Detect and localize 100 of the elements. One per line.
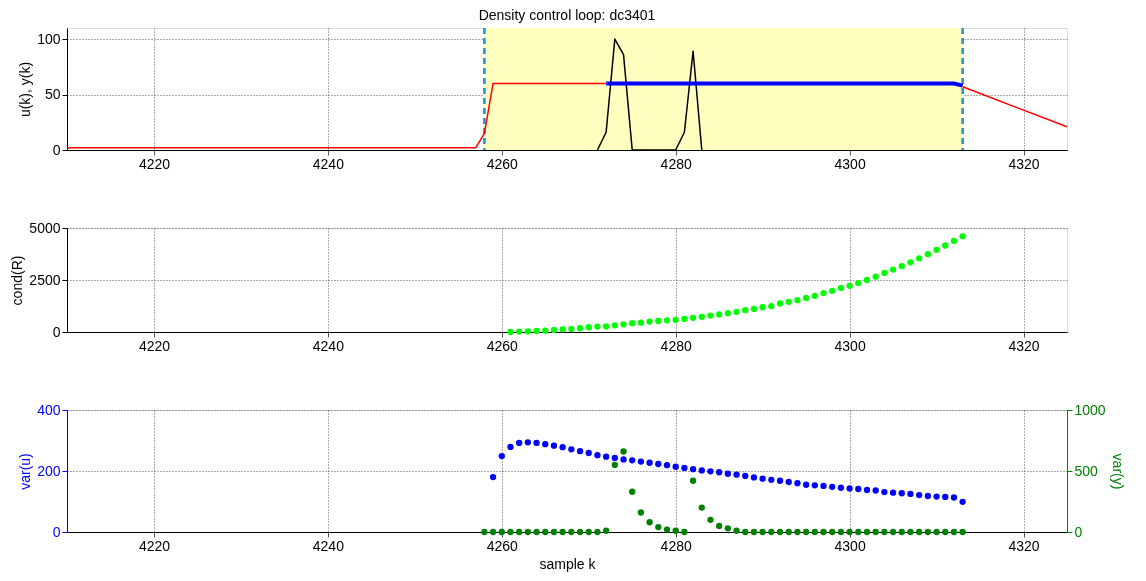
point — [916, 491, 923, 499]
point — [733, 471, 740, 478]
point — [507, 328, 514, 336]
point — [942, 493, 949, 501]
point — [550, 442, 558, 449]
x-tick-label: 4300 — [834, 337, 866, 354]
point — [576, 528, 584, 536]
point — [689, 466, 697, 473]
y-tick-label: 0 — [52, 141, 61, 158]
point — [655, 460, 662, 468]
point — [698, 313, 705, 320]
point — [855, 528, 862, 536]
point — [811, 292, 818, 299]
point — [681, 315, 688, 323]
point — [820, 289, 827, 297]
point — [689, 314, 697, 322]
point — [916, 528, 923, 536]
x-tick-label: 4240 — [312, 155, 345, 172]
x-tick-label: 4300 — [834, 537, 866, 554]
point — [516, 328, 523, 335]
x-tick-label: 4220 — [138, 537, 171, 554]
point — [585, 449, 592, 457]
point — [785, 478, 792, 486]
y2-tick-label: 0 — [1074, 523, 1083, 540]
point — [794, 480, 801, 487]
x-tick-label: 4240 — [312, 537, 345, 554]
point — [959, 498, 966, 505]
y-tick-label: 0 — [52, 323, 61, 340]
point — [707, 516, 714, 523]
point — [663, 526, 671, 533]
point — [863, 486, 871, 494]
point — [516, 439, 523, 447]
point — [776, 477, 784, 484]
point — [724, 310, 732, 317]
point — [759, 304, 766, 311]
point — [924, 492, 932, 500]
point — [733, 527, 740, 534]
point — [594, 528, 601, 536]
point — [611, 461, 618, 469]
point — [889, 528, 897, 536]
point — [907, 490, 914, 498]
point — [802, 294, 810, 302]
point — [872, 528, 879, 536]
point — [855, 485, 862, 493]
point — [933, 528, 940, 536]
x-tick-label: 4300 — [834, 155, 866, 172]
point — [698, 467, 705, 474]
point — [481, 528, 488, 536]
point — [716, 311, 723, 318]
point — [602, 323, 610, 330]
y-axis-title: u(k), y(k) — [17, 61, 34, 118]
point — [794, 297, 801, 304]
point — [802, 481, 810, 488]
point — [933, 246, 940, 253]
point — [620, 448, 627, 455]
x-tick-label: 4320 — [1008, 537, 1040, 554]
point — [750, 474, 758, 481]
y-axis-title: var(u) — [17, 453, 34, 490]
point — [950, 528, 958, 536]
point — [681, 528, 688, 536]
y-axis-title: cond(R) — [9, 255, 26, 306]
y-tick-label: 200 — [37, 462, 61, 479]
chart-title: Density control loop: dc3401 — [478, 6, 656, 23]
point — [785, 298, 792, 305]
point — [672, 316, 679, 324]
point — [689, 477, 697, 484]
point — [542, 441, 549, 448]
point — [524, 528, 532, 536]
point — [759, 528, 766, 536]
point — [568, 446, 575, 453]
point — [559, 528, 566, 536]
point — [533, 327, 540, 335]
point — [559, 326, 566, 333]
point — [698, 504, 705, 511]
point — [568, 325, 575, 333]
point — [829, 287, 836, 294]
point — [750, 528, 758, 536]
point — [820, 482, 827, 490]
x-tick-label: 4320 — [1008, 155, 1040, 172]
point — [629, 457, 636, 464]
point — [672, 463, 679, 470]
point — [507, 528, 514, 536]
point — [950, 494, 958, 501]
point — [776, 528, 784, 536]
point — [516, 528, 523, 536]
point — [881, 488, 888, 496]
point — [629, 488, 636, 495]
point — [576, 325, 584, 332]
point — [942, 528, 949, 536]
point — [707, 468, 714, 475]
point — [716, 522, 723, 530]
point — [524, 439, 532, 446]
point — [950, 237, 958, 245]
point — [776, 300, 784, 307]
point — [611, 322, 618, 329]
point — [872, 487, 879, 494]
point — [829, 483, 836, 491]
point — [489, 528, 497, 536]
y2-tick-label: 500 — [1074, 462, 1099, 479]
point — [637, 458, 645, 465]
